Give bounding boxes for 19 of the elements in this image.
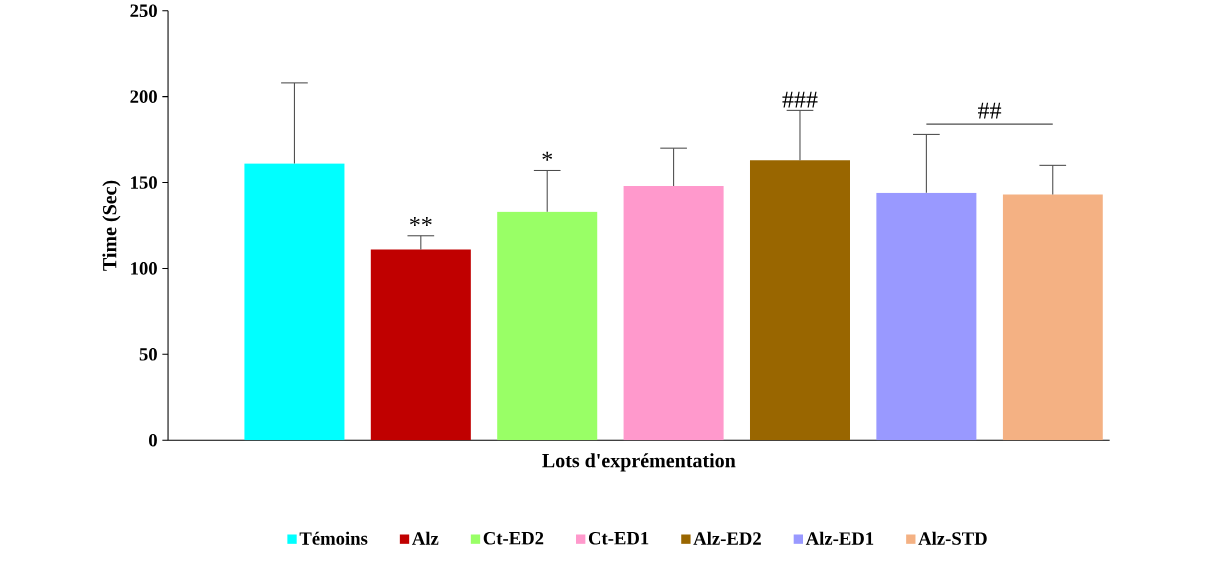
annotation: ** [409,217,432,226]
legend-label: Ct-ED2 [483,532,544,545]
y-axis-title: Time (Sec) [102,180,121,271]
annotation: ### [782,91,818,108]
legend-label: Alz [412,531,439,545]
legend-label: Alz-ED1 [805,531,874,545]
legend-label: Alz-STD [918,531,987,545]
y-tick-label: 200 [130,90,157,103]
legend-label: Témoins [299,531,368,545]
y-tick-label: 250 [130,4,157,18]
annotation: ## [978,102,1002,119]
x-axis-title: Lots d'exprémentation [542,453,736,472]
legend-label: Alz-ED2 [693,531,761,545]
y-tick-label: 150 [131,176,157,189]
annotation: * [542,151,553,161]
y-tick-label: 0 [149,433,157,447]
y-tick-label: 100 [131,262,157,275]
legend-label: Ct-ED1 [588,532,649,545]
y-tick-label: 50 [139,348,157,361]
